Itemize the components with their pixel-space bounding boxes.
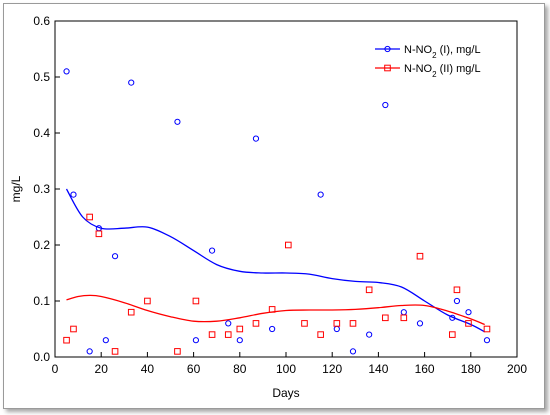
legend-label: N-NO2 (I), mg/L	[404, 44, 481, 60]
y-tick-label: 0.6	[33, 14, 50, 28]
legend-label: N-NO2 (II) mg/L	[404, 63, 481, 79]
data-point	[225, 320, 232, 327]
x-tick-label: 20	[95, 362, 109, 376]
data-point	[349, 320, 357, 327]
x-tick-label: 160	[415, 362, 435, 376]
x-tick-label: 40	[141, 362, 155, 376]
trend-line	[65, 188, 486, 333]
data-point	[208, 331, 216, 338]
data-point	[465, 309, 472, 316]
data-point	[236, 325, 244, 333]
data-point	[174, 118, 181, 125]
x-tick-label: 120	[322, 362, 342, 376]
y-tick-label: 0.0	[33, 350, 50, 364]
data-point	[416, 320, 424, 327]
data-point	[301, 320, 308, 327]
data-point	[144, 297, 151, 305]
series-1	[63, 68, 491, 355]
data-point	[192, 337, 200, 344]
data-point	[192, 297, 200, 305]
data-point	[349, 348, 357, 355]
x-tick-label: 60	[187, 362, 201, 376]
legend-marker	[384, 45, 391, 53]
plot-area	[54, 20, 518, 358]
y-axis-title: mg/L	[9, 175, 23, 202]
data-point	[333, 320, 341, 327]
data-point	[70, 191, 77, 198]
data-point	[449, 331, 456, 338]
data-point	[465, 320, 472, 327]
x-tick-label: 0	[52, 362, 59, 376]
data-point	[269, 325, 276, 333]
data-point	[449, 314, 456, 321]
data-point	[208, 247, 216, 254]
data-point	[102, 337, 109, 344]
data-point	[86, 213, 93, 221]
data-point	[95, 230, 103, 238]
x-tick-label: 140	[368, 362, 388, 376]
data-point	[252, 135, 260, 142]
data-point	[317, 331, 324, 338]
y-tick-label: 0.4	[33, 126, 50, 140]
data-point	[86, 348, 93, 355]
data-point	[285, 241, 292, 249]
series-2	[63, 213, 491, 355]
data-point	[174, 348, 181, 355]
data-point	[252, 320, 260, 327]
data-point	[400, 314, 408, 322]
data-point	[382, 101, 389, 109]
y-tick-label: 0.1	[33, 294, 50, 308]
x-tick-label: 80	[233, 362, 247, 376]
data-point	[224, 331, 232, 338]
data-point	[128, 79, 135, 86]
y-tick-label: 0.2	[33, 238, 50, 252]
y-tick-label: 0.3	[33, 182, 50, 196]
data-point	[111, 253, 119, 260]
data-point	[382, 314, 389, 322]
legend: N-NO2 (I), mg/L N-NO2 (II) mg/L	[375, 44, 481, 79]
data-point	[70, 325, 77, 333]
data-point	[483, 337, 491, 344]
data-point	[453, 286, 461, 294]
y-tick-label: 0.5	[33, 70, 50, 84]
x-tick-label: 200	[507, 362, 527, 376]
x-axis-title: Days	[272, 386, 299, 400]
data-point	[453, 297, 461, 305]
data-point	[366, 331, 373, 338]
data-point	[416, 252, 424, 260]
data-point	[365, 286, 373, 294]
x-tick-label: 100	[276, 362, 296, 376]
data-point	[63, 336, 70, 344]
trend-line	[66, 294, 485, 326]
data-point	[268, 306, 276, 313]
legend-marker	[384, 64, 391, 72]
data-point	[236, 337, 243, 344]
x-tick-label: 180	[461, 362, 481, 376]
data-point	[127, 308, 135, 316]
data-point	[111, 348, 119, 355]
data-point	[483, 325, 491, 333]
data-point	[63, 68, 70, 75]
data-point	[317, 191, 324, 198]
